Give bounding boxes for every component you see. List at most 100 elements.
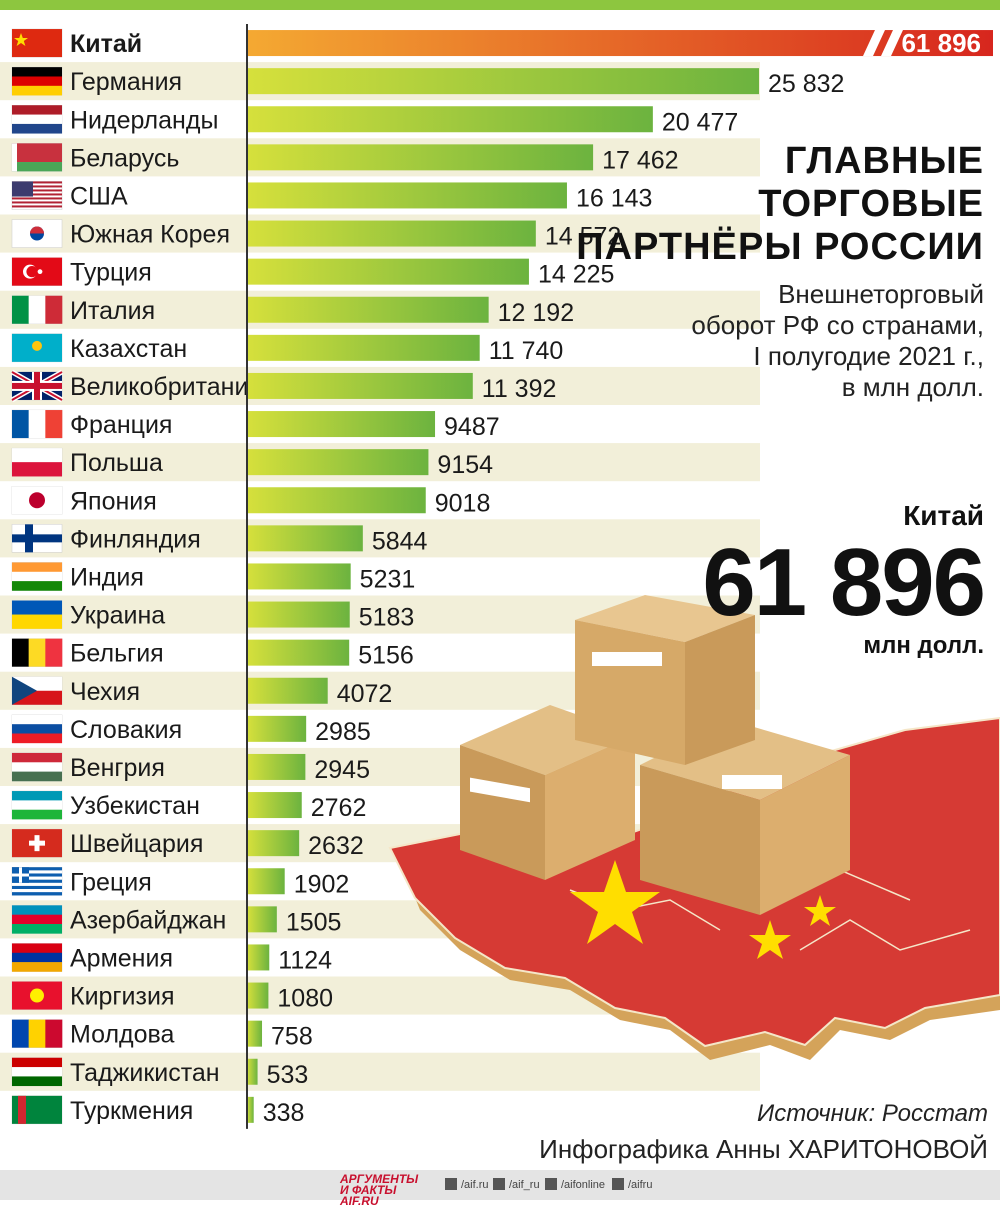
value-label: 5156 [358, 642, 414, 670]
value-label: 14 225 [538, 261, 614, 289]
category-label: США [70, 182, 128, 210]
flag-icon [11, 1095, 63, 1125]
bar [247, 563, 351, 590]
category-label: Бельгия [70, 640, 164, 668]
footer-bar: АРГУМЕНТЫ И ФАКТЫ AIF.RU /aif.ru /aif_ru… [0, 1170, 1000, 1207]
axis-break-mark [863, 30, 885, 57]
value-label: 1505 [286, 908, 342, 936]
social-link-ok[interactable]: /aifru [612, 1178, 652, 1191]
value-label: 1902 [294, 870, 350, 898]
value-label: 14 572 [545, 223, 621, 251]
value-label: 2945 [314, 756, 370, 784]
flag-icon [11, 219, 63, 248]
cardboard-box-icon [575, 595, 755, 765]
bar [247, 220, 536, 247]
bar [247, 182, 567, 209]
value-label: 1124 [278, 946, 332, 974]
bar [247, 639, 350, 666]
flag-icon [11, 1019, 63, 1048]
category-label: Индия [70, 563, 144, 591]
cardboard-box-icon [460, 705, 635, 880]
value-label: 12 192 [498, 299, 574, 327]
bar [247, 1058, 258, 1085]
social-link-vk[interactable]: /aif_ru [493, 1178, 540, 1191]
vk-icon [493, 1178, 505, 1190]
odnoklassniki-icon [612, 1178, 624, 1190]
top-accent-stripe [0, 0, 1000, 10]
flag-icon [11, 638, 63, 667]
value-label: 2985 [315, 718, 371, 746]
category-label: Беларусь [70, 144, 179, 172]
flag-icon [11, 143, 63, 172]
bar [247, 411, 436, 438]
value-label: 5183 [359, 604, 415, 632]
boxes-china-map-illustration [388, 595, 1000, 1060]
flag-icon [11, 181, 63, 210]
highlight-value: 61 896 [702, 529, 986, 636]
flag-icon [11, 867, 63, 896]
social-link-twitter[interactable]: /aifonline [545, 1178, 605, 1191]
flag-icon [11, 257, 63, 286]
value-label: 20 477 [662, 108, 738, 136]
bar [247, 944, 270, 971]
value-label: 2762 [311, 794, 367, 822]
axis-break-mark [881, 30, 903, 57]
category-label: Великобритания [70, 373, 262, 401]
category-label: Таджикистан [70, 1059, 220, 1087]
highlight-country: Китай [903, 500, 984, 531]
bar [247, 334, 480, 361]
flag-icon [11, 524, 63, 553]
category-label: Южная Корея [70, 221, 230, 249]
value-label: 61 896 [901, 28, 981, 58]
bar [247, 372, 473, 399]
category-label: Франция [70, 411, 172, 439]
chart-subtitle: Внешнеторговый оборот РФ со странами, I … [691, 279, 984, 402]
value-label: 25 832 [768, 70, 844, 98]
category-label: Италия [70, 297, 155, 325]
flag-icon [11, 66, 63, 96]
category-label: Германия [70, 68, 182, 96]
bar [247, 1096, 254, 1123]
category-label: Швейцария [70, 830, 203, 858]
category-label: Китай [70, 30, 142, 58]
twitter-icon [545, 1178, 557, 1190]
bar [247, 715, 307, 742]
flag-icon [11, 486, 63, 515]
flag-icon [11, 790, 63, 820]
flag-icon [11, 600, 63, 629]
value-label: 1080 [277, 985, 333, 1013]
bar [247, 677, 328, 704]
category-label: Турция [70, 259, 152, 287]
bar [247, 868, 285, 895]
facebook-icon [445, 1178, 457, 1190]
credit-note: Инфографика Анны ХАРИТОНОВОЙ [539, 1134, 988, 1164]
flag-icon [11, 1057, 63, 1087]
flag-icon [11, 295, 63, 324]
flag-icon [11, 105, 63, 134]
value-label: 338 [263, 1099, 305, 1127]
flag-icon [11, 905, 63, 934]
value-label: 17 462 [602, 146, 678, 174]
category-label: Финляндия [70, 525, 201, 553]
flag-icon [10, 369, 64, 403]
value-label: 758 [271, 1023, 313, 1051]
category-label: Греция [70, 868, 152, 896]
flag-icon [11, 409, 63, 439]
value-label: 16 143 [576, 184, 652, 212]
title-block: ГЛАВНЫЕ ТОРГОВЫЕ ПАРТНЁРЫ РОССИИ Внешнет… [564, 140, 984, 403]
category-label: Узбекистан [70, 792, 200, 820]
bar [247, 982, 269, 1009]
row-band [0, 519, 760, 558]
category-label: Туркмения [70, 1097, 193, 1125]
bar [247, 906, 277, 933]
flag-icon [11, 28, 63, 58]
value-label: 533 [267, 1061, 309, 1089]
category-label: Польша [70, 449, 163, 477]
bar [247, 106, 653, 133]
value-label: 9487 [444, 413, 500, 441]
social-link-facebook[interactable]: /aif.ru [445, 1178, 489, 1191]
chart-title: ГЛАВНЫЕ ТОРГОВЫЕ ПАРТНЁРЫ РОССИИ [576, 140, 984, 268]
bar [247, 144, 594, 171]
bar [247, 601, 350, 628]
source-note: Источник: Росстат [757, 1100, 988, 1127]
